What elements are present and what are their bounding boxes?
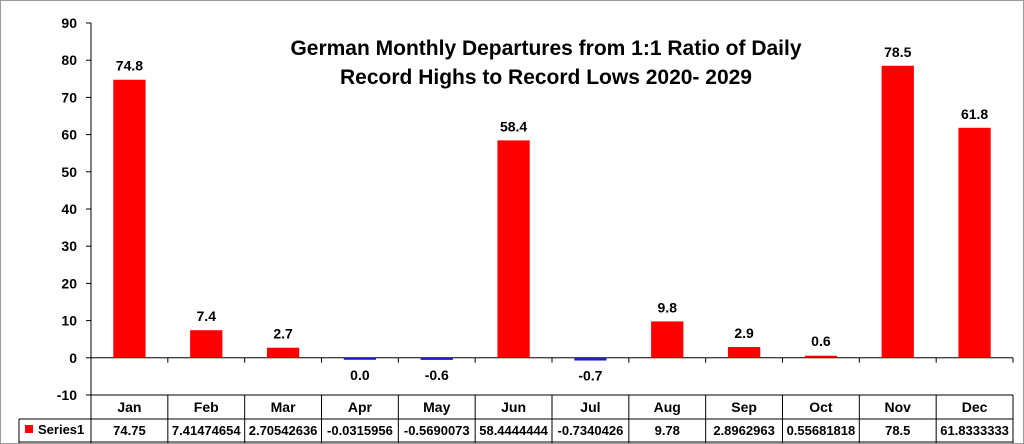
table-cell: 58.4444444: [479, 423, 548, 438]
bar: [266, 347, 300, 358]
data-label: 78.5: [884, 44, 911, 60]
table-cell: 2.8962963: [713, 423, 774, 438]
table-cell: -0.0315956: [327, 423, 393, 438]
bar: [727, 347, 761, 358]
y-tick-label: 30: [61, 238, 77, 254]
table-cell: 74.75: [113, 423, 146, 438]
table-cell: -0.7340426: [558, 423, 624, 438]
x-tick-label: Nov: [885, 399, 912, 415]
x-tick-label: Jul: [580, 399, 600, 415]
x-tick-label: Dec: [962, 399, 988, 415]
data-label: 0.6: [811, 333, 831, 349]
bar: [343, 357, 377, 360]
data-label: 9.8: [658, 299, 678, 315]
axes: -10 0 10 20 30 40 50 60 70 80 90: [57, 15, 1014, 403]
bar: [881, 65, 914, 358]
x-tick-label: Jan: [117, 399, 141, 415]
x-tick-label: Oct: [809, 399, 833, 415]
bar: [497, 140, 530, 358]
table-cell: 61.8333333: [940, 423, 1009, 438]
table-cell: 7.41474654: [172, 423, 241, 438]
y-tick-label: 60: [61, 127, 77, 143]
x-tick-label: Feb: [194, 399, 219, 415]
y-tick-label: 40: [61, 201, 77, 217]
data-label: -0.6: [425, 367, 449, 383]
data-label: 61.8: [961, 106, 988, 122]
data-label: 7.4: [197, 308, 217, 324]
y-tick-label: 10: [61, 313, 77, 329]
data-label: 2.7: [273, 326, 293, 342]
y-tick-label: 0: [69, 350, 77, 366]
x-tick-label: Aug: [654, 399, 681, 415]
table-cell: 9.78: [655, 423, 680, 438]
y-tick-label: 80: [61, 52, 77, 68]
y-tick-label: -10: [57, 387, 77, 403]
bar: [804, 355, 838, 358]
x-tick-label: Sep: [731, 399, 757, 415]
x-tick-label: Mar: [271, 399, 296, 415]
data-label: -0.7: [578, 368, 602, 384]
table-cell: -0.5690073: [404, 423, 470, 438]
data-label: 74.8: [116, 58, 143, 74]
x-tick-label: May: [423, 399, 450, 415]
y-tick-label: 50: [61, 164, 77, 180]
bar: [113, 79, 146, 358]
data-label: 58.4: [500, 118, 527, 134]
bar: [190, 330, 223, 358]
chart-title-line-1: German Monthly Departures from 1:1 Ratio…: [290, 37, 801, 60]
bar: [651, 321, 684, 358]
chart-title: German Monthly Departures from 1:1 Ratio…: [290, 37, 801, 89]
data-labels: 74.8 7.4 2.7 0.0 -0.6 58.4 -0.7 9.8 2.9 0.6 78.5 61…: [116, 44, 989, 384]
x-tick-label: Jun: [501, 399, 526, 415]
x-tick-label: Apr: [348, 399, 373, 415]
bar: [420, 357, 453, 360]
legend-label: Series1: [38, 422, 84, 437]
data-label: 2.9: [734, 325, 754, 341]
table-cell: 2.70542636: [249, 423, 318, 438]
y-tick-label: 90: [61, 15, 77, 31]
data-label: 0.0: [350, 367, 370, 383]
table-cell: 0.55681818: [787, 423, 856, 438]
data-table: Series1 Jan 74.75 Feb 7.41474654 Mar 2.7054263…: [18, 394, 1014, 443]
chart-title-line-2: Record Highs to Record Lows 2020- 2029: [340, 66, 752, 89]
y-tick-label: 20: [61, 275, 77, 291]
bars: [113, 65, 991, 361]
y-tick-label: 70: [61, 89, 77, 105]
bar: [958, 127, 991, 358]
legend-swatch: [25, 425, 33, 433]
table-cell: 78.5: [885, 423, 910, 438]
bar: [574, 357, 607, 361]
